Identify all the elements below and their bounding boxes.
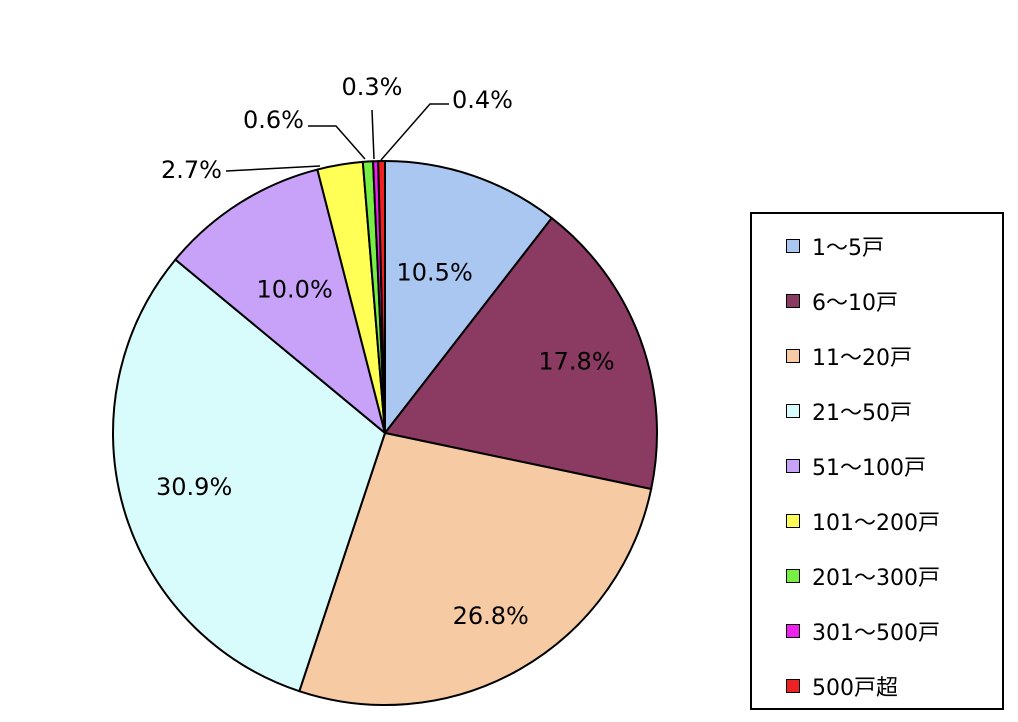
leader-line-9	[380, 103, 449, 161]
legend-swatch	[786, 624, 800, 638]
legend-swatch	[786, 404, 800, 418]
legend-label: 51～100戸	[812, 456, 926, 481]
pie-slice-1	[384, 160, 553, 434]
pie-slice-3	[298, 432, 653, 706]
leader-lines	[225, 103, 449, 172]
pie-slices	[112, 160, 658, 706]
legend-swatch	[786, 514, 800, 528]
legend-item: 6～10戸	[786, 286, 898, 316]
slice-label-8: 0.3%	[342, 73, 403, 101]
slice-label-7: 0.6%	[243, 106, 304, 134]
slice-label-3: 26.8%	[453, 602, 529, 630]
legend-item: 301～500戸	[786, 616, 940, 646]
slice-label-4: 30.9%	[156, 473, 232, 501]
legend-label: 6～10戸	[812, 291, 898, 316]
legend-item: 51～100戸	[786, 451, 926, 481]
legend-label: 11～20戸	[812, 346, 912, 371]
slice-label-9: 0.4%	[452, 86, 513, 114]
legend-label: 21～50戸	[812, 401, 912, 426]
legend-label: 1～5戸	[812, 236, 884, 261]
leader-line-8	[371, 109, 375, 160]
legend-item: 201～300戸	[786, 561, 940, 591]
legend-label: 301～500戸	[812, 621, 940, 646]
legend-label: 500戸超	[812, 676, 898, 701]
legend-swatch	[786, 569, 800, 583]
slice-labels: 10.5% 17.8% 26.8% 30.9% 10.0% 2.7% 0.6% 0.3% 0.4…	[156, 73, 615, 630]
legend-swatch	[786, 239, 800, 253]
legend-item: 1～5戸	[786, 231, 884, 261]
legend-label: 201～300戸	[812, 566, 940, 591]
pie-slice-5	[174, 168, 386, 434]
slice-label-5: 10.0%	[257, 276, 333, 304]
legend-label: 101～200戸	[812, 511, 940, 536]
legend-swatch	[786, 349, 800, 363]
slice-label-2: 17.8%	[538, 348, 614, 376]
leader-line-6	[225, 165, 321, 172]
leader-line-7	[308, 125, 366, 160]
legend-swatch	[786, 459, 800, 473]
pie-slice-2	[384, 217, 658, 490]
slice-label-6: 2.7%	[161, 156, 222, 184]
legend-item: 101～200戸	[786, 506, 940, 536]
legend-swatch	[786, 294, 800, 308]
legend-swatch	[786, 679, 800, 693]
pie-slice-4	[112, 258, 386, 693]
pie-slice-9	[377, 160, 386, 434]
legend-item: 500戸超	[786, 671, 898, 701]
legend-item: 21～50戸	[786, 396, 912, 426]
slice-label-1: 10.5%	[397, 258, 473, 286]
legend: 1～5戸 6～10戸 11～20戸 21～50戸 51～100戸 101～200…	[750, 212, 1004, 710]
legend-item: 11～20戸	[786, 341, 912, 371]
